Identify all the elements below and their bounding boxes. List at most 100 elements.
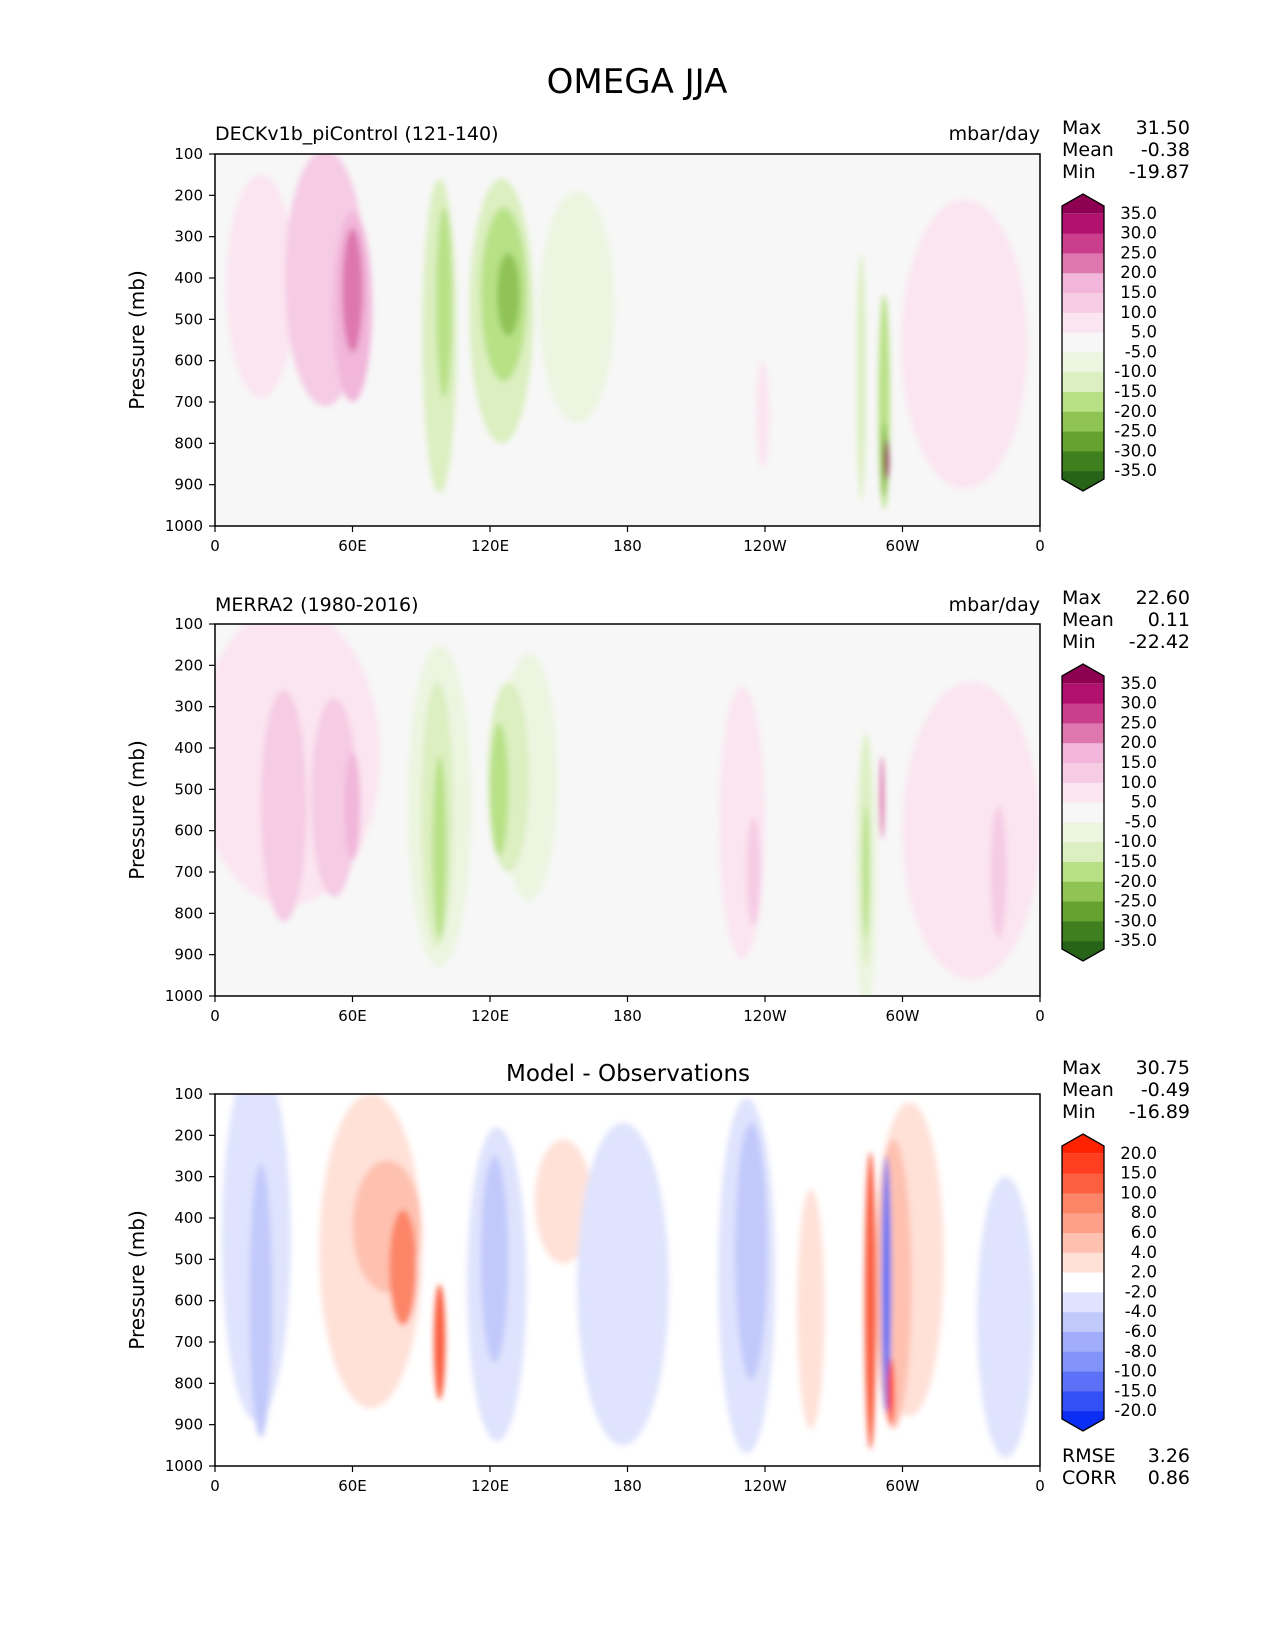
contour-region <box>864 1151 877 1450</box>
y-tick-label: 800 <box>174 434 203 452</box>
contour-region <box>344 752 361 860</box>
y-tick-label: 400 <box>174 739 203 757</box>
colorbar-label: -20.0 <box>1114 402 1157 421</box>
contour-region <box>539 191 615 423</box>
y-tick-label: 300 <box>174 698 203 716</box>
x-tick-label: 0 <box>210 1007 220 1025</box>
contour-plot: 100 200 300 400 500 600 700 800 900 1000 0 60E 120E 1… <box>165 1085 1045 1495</box>
contour-field <box>215 624 1040 996</box>
colorbar-segment <box>1062 293 1104 314</box>
colorbar-segment <box>1062 1391 1104 1412</box>
colorbar-segment <box>1062 352 1104 373</box>
y-tick-label: 100 <box>174 145 203 163</box>
colorbar: 35.030.025.020.015.010.05.0-5.0-10.0-15.… <box>1061 663 1157 962</box>
contour-region <box>480 1156 509 1363</box>
x-tick-label: 60E <box>338 537 367 555</box>
contour-region <box>719 686 765 959</box>
colorbar-segment <box>1062 1153 1104 1175</box>
colorbar-label: 6.0 <box>1131 1223 1157 1242</box>
colorbar-segment <box>1062 683 1104 705</box>
figure-title: OMEGA JJA <box>547 62 728 102</box>
stat-label: RMSE <box>1062 1445 1116 1467</box>
colorbar-label: 20.0 <box>1120 263 1157 282</box>
x-tick-label: 0 <box>1035 537 1045 555</box>
colorbar-label: -20.0 <box>1114 1401 1157 1420</box>
colorbar-label: 4.0 <box>1131 1243 1157 1262</box>
x-tick-label: 0 <box>210 1477 220 1495</box>
x-tick-label: 120E <box>471 537 509 555</box>
colorbar-segment <box>1062 372 1104 393</box>
colorbar-label: 5.0 <box>1131 793 1157 812</box>
x-tick-label: 120E <box>471 1477 509 1495</box>
colorbar-segment <box>1062 664 1104 684</box>
contour-region <box>311 698 358 897</box>
y-tick-label: 300 <box>174 1168 203 1186</box>
stats-box: Max 31.50 Mean -0.38 Min -19.87 <box>1062 117 1190 183</box>
contour-region <box>534 1139 592 1264</box>
colorbar-label: 25.0 <box>1120 713 1157 732</box>
x-tick-label: 60W <box>886 1477 920 1495</box>
contour-plot: 100 200 300 400 500 600 700 800 900 1000 0 60E 120E 1… <box>165 615 1045 1025</box>
colorbar-segment <box>1062 332 1104 353</box>
stat-value: -16.89 <box>1129 1101 1190 1123</box>
colorbar-segment <box>1062 273 1104 294</box>
colorbar-label: 15.0 <box>1120 753 1157 772</box>
stat-label: Mean <box>1062 1079 1114 1101</box>
contour-region <box>490 723 509 856</box>
colorbar-segment <box>1062 431 1104 452</box>
skill-scores: RMSE 3.26 CORR 0.86 <box>1062 1445 1190 1489</box>
stat-label: Max <box>1062 1057 1101 1079</box>
y-axis-label: Pressure (mb) <box>125 270 149 410</box>
y-axis-label: Pressure (mb) <box>125 740 149 880</box>
colorbar-segment <box>1062 862 1104 883</box>
stat-value: 30.75 <box>1136 1057 1190 1079</box>
contour-region <box>433 1284 446 1400</box>
contour-region <box>887 1358 895 1425</box>
colorbar-label: 15.0 <box>1120 283 1157 302</box>
stat-label: CORR <box>1062 1467 1117 1489</box>
stats-box: Max 22.60 Mean 0.11 Min -22.42 <box>1062 587 1190 653</box>
stat-value: 31.50 <box>1136 117 1190 139</box>
x-tick-label: 180 <box>613 1007 642 1025</box>
x-tick-label: 120W <box>743 1007 787 1025</box>
panel-title: Model - Observations <box>506 1061 750 1087</box>
colorbar-segment <box>1062 842 1104 863</box>
stat-label: Min <box>1062 631 1096 653</box>
contour-region <box>862 805 870 939</box>
colorbar-segment <box>1062 1332 1104 1353</box>
colorbar-segment <box>1062 471 1104 491</box>
colorbar-segment <box>1062 1272 1104 1293</box>
colorbar-outline <box>1061 1133 1105 1432</box>
x-tick-label: 120E <box>471 1007 509 1025</box>
colorbar-segment <box>1062 802 1104 823</box>
y-tick-label: 200 <box>174 1126 203 1144</box>
contour-region <box>226 174 296 398</box>
contour-region <box>496 253 520 336</box>
contour-region <box>902 681 1040 980</box>
colorbar-segment <box>1062 194 1104 214</box>
colorbar-segment <box>1062 1312 1104 1333</box>
contour-region <box>976 1176 1035 1458</box>
contour-region <box>342 228 363 353</box>
colorbar-label: 10.0 <box>1120 303 1157 322</box>
colorbar-segment <box>1062 901 1104 922</box>
y-tick-label: 400 <box>174 269 203 287</box>
stat-value: -22.42 <box>1129 631 1190 653</box>
colorbar-label: 5.0 <box>1131 323 1157 342</box>
colorbar-segment <box>1062 1411 1104 1431</box>
colorbar-segment <box>1062 1351 1104 1373</box>
y-tick-label: 900 <box>174 1416 203 1434</box>
x-tick-label: 180 <box>613 1477 642 1495</box>
colorbar-segment <box>1062 743 1104 764</box>
contour-region <box>901 199 1028 489</box>
colorbar-label: 25.0 <box>1120 243 1157 262</box>
y-tick-label: 600 <box>174 1292 203 1310</box>
y-tick-label: 1000 <box>165 1457 203 1475</box>
colorbar-label: 10.0 <box>1120 773 1157 792</box>
y-tick-label: 600 <box>174 352 203 370</box>
contour-region <box>389 1209 417 1326</box>
colorbar-label: -30.0 <box>1114 911 1157 930</box>
x-tick-label: 0 <box>1035 1007 1045 1025</box>
colorbar-label: -10.0 <box>1114 1362 1157 1381</box>
